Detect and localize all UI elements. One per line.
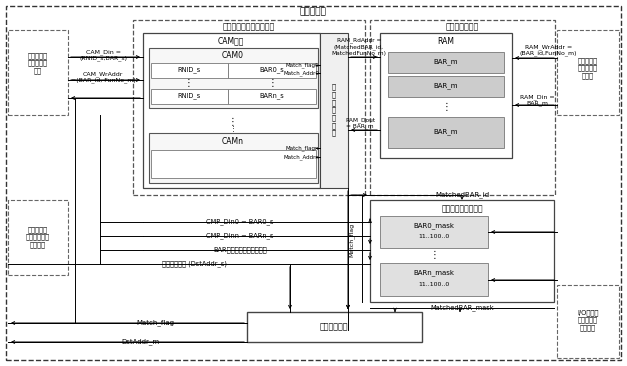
- Text: BAR_m: BAR_m: [434, 128, 458, 135]
- Text: ⋮: ⋮: [228, 117, 238, 127]
- Bar: [8, 200, 68, 275]
- Bar: [143, 33, 320, 188]
- Bar: [370, 20, 555, 195]
- Text: RAM_Din =
BAR_m: RAM_Din = BAR_m: [520, 94, 555, 106]
- Text: 主控制根节
点配置事务
包解析: 主控制根节 点配置事务 包解析: [578, 57, 598, 79]
- Bar: [151, 89, 228, 104]
- Text: Match_Addr0: Match_Addr0: [283, 70, 319, 76]
- Text: 功能基地址序号匹配模块: 功能基地址序号匹配模块: [223, 22, 275, 31]
- Bar: [380, 263, 488, 296]
- Text: Match_flag: Match_flag: [136, 320, 174, 326]
- Bar: [388, 117, 504, 148]
- Text: ⋮: ⋮: [184, 78, 194, 88]
- Bar: [8, 30, 68, 115]
- Text: BAR_m: BAR_m: [434, 59, 458, 66]
- Text: CAM0: CAM0: [222, 52, 244, 60]
- Bar: [151, 150, 316, 178]
- Text: CMP_Din0 = BAR0_s: CMP_Din0 = BAR0_s: [206, 219, 274, 225]
- Text: ⋮: ⋮: [229, 125, 236, 131]
- Bar: [133, 20, 365, 195]
- Text: CAM_WrAddr
=(BAR_id, FunNo_m): CAM_WrAddr =(BAR_id, FunNo_m): [71, 71, 135, 83]
- Text: RAM_Dout
= BAR_m: RAM_Dout = BAR_m: [345, 117, 375, 129]
- Text: 目标访问地址 (DstAddr_s): 目标访问地址 (DstAddr_s): [162, 261, 228, 268]
- Bar: [557, 285, 619, 358]
- Bar: [247, 312, 422, 342]
- Text: 输出译码模块: 输出译码模块: [320, 322, 348, 332]
- Bar: [380, 33, 512, 158]
- Bar: [388, 76, 504, 97]
- Text: BAR0_s: BAR0_s: [260, 67, 285, 73]
- Bar: [151, 63, 228, 78]
- Text: ⋮: ⋮: [267, 78, 277, 88]
- Text: DstAddr_m: DstAddr_m: [121, 339, 159, 346]
- Text: 基地址定义提取模块: 基地址定义提取模块: [441, 205, 483, 213]
- Text: 从属根节点
配置事务包
解析: 从属根节点 配置事务包 解析: [28, 52, 48, 74]
- Bar: [320, 33, 348, 188]
- Text: Match_flagn: Match_flagn: [285, 145, 319, 151]
- Bar: [388, 52, 504, 73]
- Text: BAR_m: BAR_m: [434, 83, 458, 89]
- Bar: [149, 133, 318, 183]
- Text: Match_Addrn: Match_Addrn: [283, 154, 319, 160]
- Text: RAM: RAM: [438, 37, 455, 46]
- Text: 从属根节点
地址路由出事
务包解析: 从属根节点 地址路由出事 务包解析: [26, 226, 50, 248]
- Text: Match_flag0: Match_flag0: [285, 62, 319, 68]
- Text: BAR0_mask: BAR0_mask: [413, 223, 455, 229]
- Text: RAM_WrAddr =
(BAR_id,FunNo_m): RAM_WrAddr = (BAR_id,FunNo_m): [520, 44, 577, 56]
- Text: BARn_mask: BARn_mask: [413, 270, 455, 276]
- Text: I/O设备功
能发来的事
务包解析: I/O设备功 能发来的事 务包解析: [577, 309, 599, 331]
- Bar: [557, 30, 619, 115]
- Text: CAM_Din =
(RNID_s,BAR_s): CAM_Din = (RNID_s,BAR_s): [79, 49, 127, 61]
- Text: ⋮: ⋮: [441, 102, 451, 112]
- Bar: [370, 200, 554, 302]
- Text: 11..100..0: 11..100..0: [418, 281, 450, 287]
- Text: CMP_Dinn = BARn_s: CMP_Dinn = BARn_s: [206, 233, 274, 239]
- Text: RNID_s: RNID_s: [177, 93, 201, 100]
- Text: RNID_s: RNID_s: [177, 67, 201, 73]
- Text: MatchedBAR_id: MatchedBAR_id: [435, 192, 489, 198]
- Bar: [228, 89, 316, 104]
- Text: Match_flag: Match_flag: [349, 223, 355, 257]
- Text: 匹
配
输
出
选
择
器: 匹 配 输 出 选 择 器: [332, 84, 336, 136]
- Text: BAR对应的基地址序号查找: BAR对应的基地址序号查找: [213, 247, 267, 253]
- Text: MatchedBAR_mask: MatchedBAR_mask: [430, 305, 494, 311]
- Text: BARn_s: BARn_s: [260, 93, 285, 100]
- Bar: [149, 48, 318, 108]
- Bar: [228, 63, 316, 78]
- Text: CAM阵列: CAM阵列: [218, 37, 244, 45]
- Text: CAMn: CAMn: [222, 137, 244, 146]
- Text: 基地址查找模块: 基地址查找模块: [445, 22, 478, 31]
- Text: RAM_RdAddr =
(MatchedBAR_id,
MatchedFunNo_m): RAM_RdAddr = (MatchedBAR_id, MatchedFunN…: [332, 38, 386, 56]
- Text: ⋮: ⋮: [429, 250, 439, 260]
- Bar: [380, 216, 488, 248]
- Text: 11..100..0: 11..100..0: [418, 235, 450, 239]
- Text: 地址重映射: 地址重映射: [300, 7, 327, 16]
